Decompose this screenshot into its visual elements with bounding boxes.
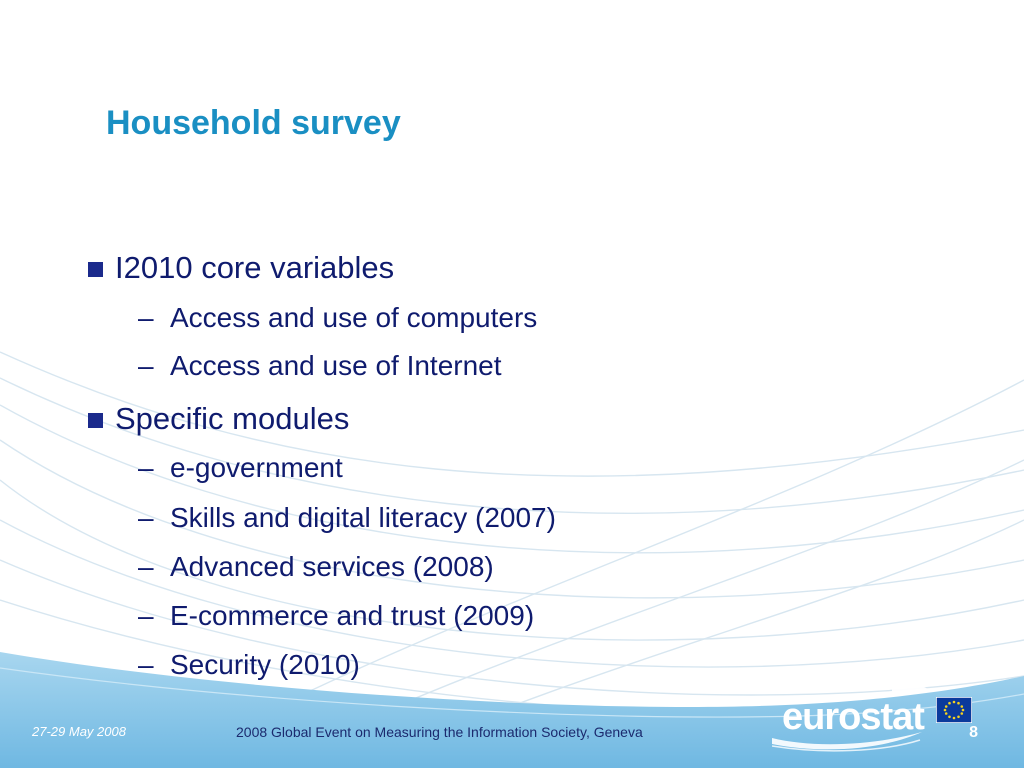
dash-marker: – (138, 502, 154, 533)
dash-marker: – (138, 452, 154, 483)
bullet-label: I2010 core variables (115, 250, 395, 285)
sub-bullet-item: – Security (2010) (138, 649, 360, 681)
sub-bullet-item: – Access and use of computers (138, 302, 537, 334)
footer-event-title: 2008 Global Event on Measuring the Infor… (236, 724, 643, 740)
sub-bullet-label: e-government (170, 452, 343, 483)
eurostat-logo: eurostat (772, 682, 978, 752)
sub-bullet-item: – Access and use of Internet (138, 350, 502, 382)
bullet-item: I2010 core variables (88, 250, 394, 286)
dash-marker: – (138, 551, 154, 582)
sub-bullet-label: Access and use of computers (170, 302, 538, 333)
bullet-label: Specific modules (115, 401, 350, 436)
sub-bullet-label: Access and use of Internet (170, 350, 502, 381)
dash-marker: – (138, 600, 154, 631)
sub-bullet-item: – e-government (138, 452, 343, 484)
footer-date: 27-29 May 2008 (32, 724, 126, 739)
square-bullet-icon (88, 261, 103, 277)
sub-bullet-item: – Advanced services (2008) (138, 551, 494, 583)
sub-bullet-label: Advanced services (2008) (170, 551, 494, 582)
sub-bullet-label: Security (2010) (170, 649, 360, 680)
eurostat-swoosh-icon (772, 685, 930, 752)
bullet-item: Specific modules (88, 401, 349, 437)
dash-marker: – (138, 350, 154, 381)
page-number: 8 (969, 724, 978, 741)
dash-marker: – (138, 302, 154, 333)
dash-marker: – (138, 649, 154, 680)
sub-bullet-item: – E-commerce and trust (2009) (138, 600, 534, 632)
page-title: Household survey (106, 104, 401, 142)
sub-bullet-item: – Skills and digital literacy (2007) (138, 502, 556, 534)
eu-flag-icon (936, 697, 972, 723)
sub-bullet-label: Skills and digital literacy (2007) (170, 502, 556, 533)
square-bullet-icon (88, 412, 103, 428)
sub-bullet-label: E-commerce and trust (2009) (170, 600, 535, 631)
logo-wordmark: eurostat (782, 696, 925, 738)
